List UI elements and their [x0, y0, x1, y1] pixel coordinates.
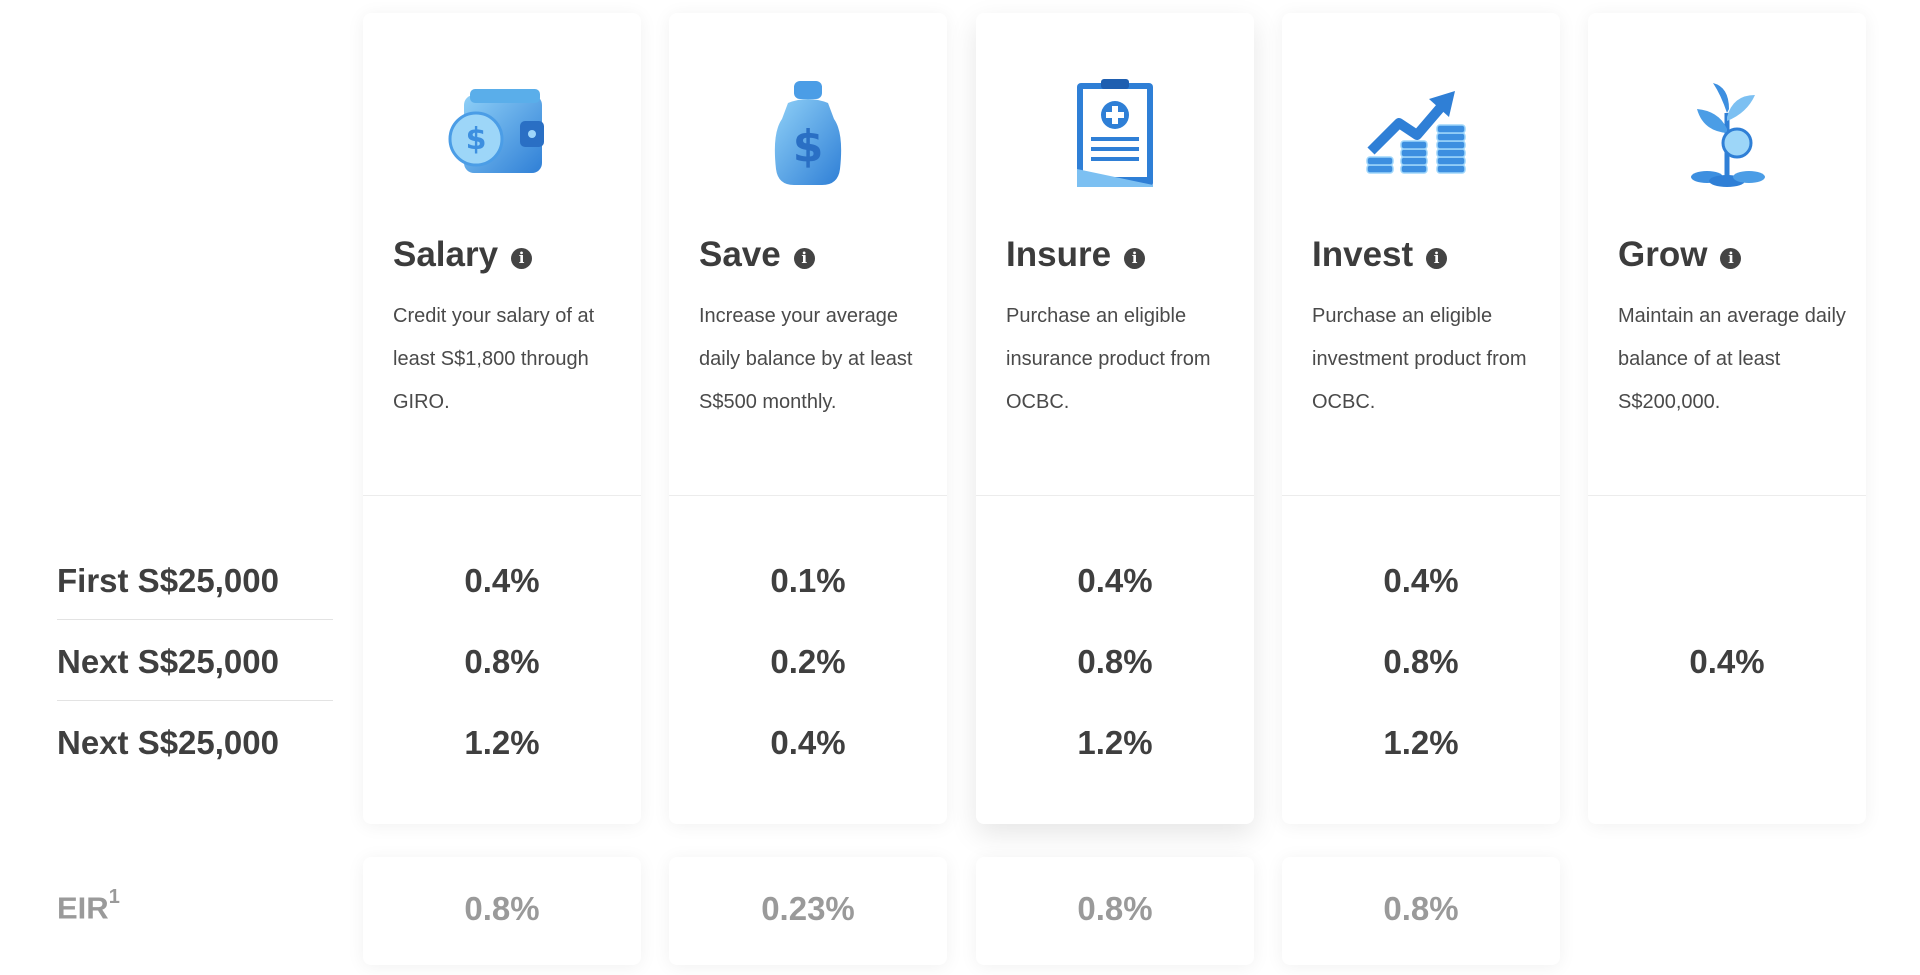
- money-jar-icon: $: [774, 81, 842, 185]
- card-grow: Grow i Maintain an average daily balance …: [1588, 13, 1866, 824]
- card-title-save: Save i: [699, 235, 815, 275]
- card-separator: [669, 495, 947, 496]
- rate-invest-next-2: 1.2%: [1383, 724, 1459, 761]
- rate-invest-next-1: 0.8%: [1383, 643, 1459, 680]
- tier-label-first: First S$25,000: [57, 562, 279, 599]
- card-title-invest: Invest i: [1312, 235, 1448, 275]
- tier-divider: [57, 700, 333, 701]
- eir-value-invest: 0.8%: [1383, 890, 1459, 927]
- rate-save-first: 0.1%: [770, 562, 846, 599]
- card-salary: $ Salary i Credit your salary of at least…: [363, 13, 641, 824]
- info-icon[interactable]: i: [793, 247, 815, 269]
- eir-footnote-marker[interactable]: 1: [108, 886, 120, 908]
- wallet-icon: $: [448, 89, 544, 173]
- info-icon[interactable]: i: [1124, 247, 1146, 269]
- info-icon[interactable]: i: [1426, 247, 1448, 269]
- tier-label-next-1: Next S$25,000: [57, 643, 279, 680]
- rate-salary-first: 0.4%: [464, 562, 540, 599]
- svg-text:$: $: [793, 121, 824, 172]
- card-title-salary: Salary i: [393, 235, 533, 275]
- tier-label-next-2: Next S$25,000: [57, 724, 279, 761]
- card-description-save: Increase your average daily balance by a…: [699, 305, 913, 413]
- card-description-grow: Maintain an average daily balance of at …: [1618, 305, 1846, 413]
- info-icon[interactable]: i: [1720, 247, 1742, 269]
- eir-value-save: 0.23%: [761, 890, 855, 927]
- card-separator: [976, 495, 1254, 496]
- eir-value-insure: 0.8%: [1077, 890, 1153, 927]
- rate-salary-next-1: 0.8%: [464, 643, 540, 680]
- rate-insure-next-1: 0.8%: [1077, 643, 1153, 680]
- rate-insure-first: 0.4%: [1077, 562, 1153, 599]
- card-save: $ Save i Increase your average daily bala…: [669, 13, 947, 824]
- card-description-invest: Purchase an eligible investment product …: [1312, 305, 1527, 413]
- rate-grow: 0.4%: [1689, 643, 1765, 680]
- eir-value-salary: 0.8%: [464, 890, 540, 927]
- rate-save-next-1: 0.2%: [770, 643, 846, 680]
- rate-insure-next-2: 1.2%: [1077, 724, 1153, 761]
- svg-text:$: $: [466, 122, 487, 157]
- card-title-insure: Insure i: [1006, 235, 1146, 275]
- eir-box-insure: 0.8%: [976, 857, 1254, 965]
- card-separator: [363, 495, 641, 496]
- card-separator: [1588, 495, 1866, 496]
- insurance-document-icon: [1077, 79, 1153, 187]
- rate-invest-first: 0.4%: [1383, 562, 1459, 599]
- eir-box-invest: 0.8%: [1282, 857, 1560, 965]
- rate-salary-next-2: 1.2%: [464, 724, 540, 761]
- info-icon[interactable]: i: [511, 247, 533, 269]
- card-invest: Invest i Purchase an eligible investment …: [1282, 13, 1560, 824]
- eir-label: EIR1: [57, 886, 120, 926]
- plant-coins-icon: [1691, 83, 1765, 187]
- eir-box-save: 0.23%: [669, 857, 947, 965]
- rate-save-next-2: 0.4%: [770, 724, 846, 761]
- tier-divider: [57, 619, 333, 620]
- card-description-insure: Purchase an eligible insurance product f…: [1006, 305, 1211, 413]
- card-title-grow: Grow i: [1618, 235, 1742, 275]
- investment-growth-icon: [1366, 91, 1466, 174]
- card-description-salary: Credit your salary of at least S$1,800 t…: [393, 305, 595, 413]
- eir-box-salary: 0.8%: [363, 857, 641, 965]
- card-separator: [1282, 495, 1560, 496]
- card-insure: Insure i Purchase an eligible insurance p…: [976, 13, 1254, 824]
